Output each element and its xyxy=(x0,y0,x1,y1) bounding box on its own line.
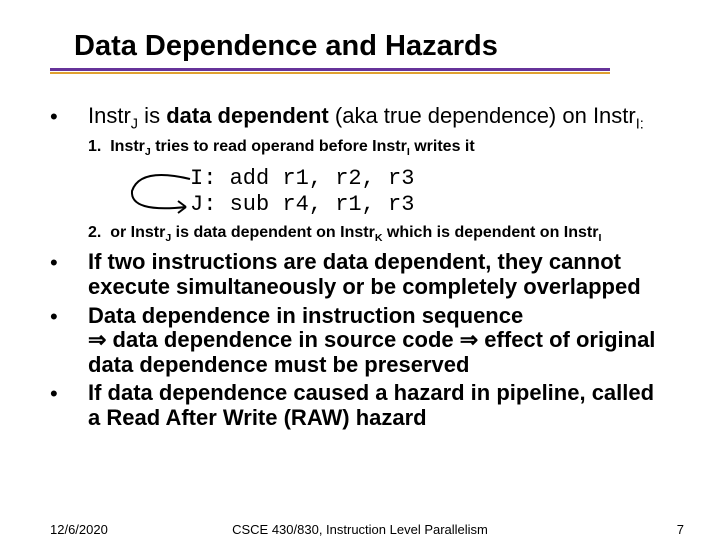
dependence-arrow-icon xyxy=(120,165,198,219)
code-lines: I: add r1, r2, r3 J: sub r4, r1, r3 xyxy=(190,166,414,217)
bullet-mark: • xyxy=(50,381,88,407)
bullet-4-text: If data dependence caused a hazard in pi… xyxy=(88,381,670,430)
footer-course: CSCE 430/830, Instruction Level Parallel… xyxy=(0,522,720,537)
subitem-2: 2. or InstrJ is data dependent on InstrK… xyxy=(88,223,670,245)
bullet-mark: • xyxy=(50,104,88,130)
footer-page: 7 xyxy=(677,522,684,537)
bullet-mark: • xyxy=(50,304,88,330)
slide-title: Data Dependence and Hazards xyxy=(74,30,498,63)
code-line-1: I: add r1, r2, r3 xyxy=(190,166,414,191)
bullet-1-text: InstrJ is data dependent (aka true depen… xyxy=(88,104,644,133)
title-underline-gold xyxy=(50,72,610,74)
bullet-4: • If data dependence caused a hazard in … xyxy=(50,381,670,430)
bullet-mark: • xyxy=(50,250,88,276)
bullet-3-text: Data dependence in instruction sequence … xyxy=(88,304,670,378)
code-line-2: J: sub r4, r1, r3 xyxy=(190,192,414,217)
bullet-2-text: If two instructions are data dependent, … xyxy=(88,250,670,299)
slide: Data Dependence and Hazards • InstrJ is … xyxy=(0,0,720,540)
title-underline-purple xyxy=(50,68,610,71)
bullet-3: • Data dependence in instruction sequenc… xyxy=(50,304,670,378)
bullet-1: • InstrJ is data dependent (aka true dep… xyxy=(50,104,670,133)
bullet-2: • If two instructions are data dependent… xyxy=(50,250,670,299)
slide-body: • InstrJ is data dependent (aka true dep… xyxy=(50,104,670,435)
subitem-1: 1. InstrJ tries to read operand before I… xyxy=(88,137,670,159)
code-block: I: add r1, r2, r3 J: sub r4, r1, r3 xyxy=(120,165,670,219)
